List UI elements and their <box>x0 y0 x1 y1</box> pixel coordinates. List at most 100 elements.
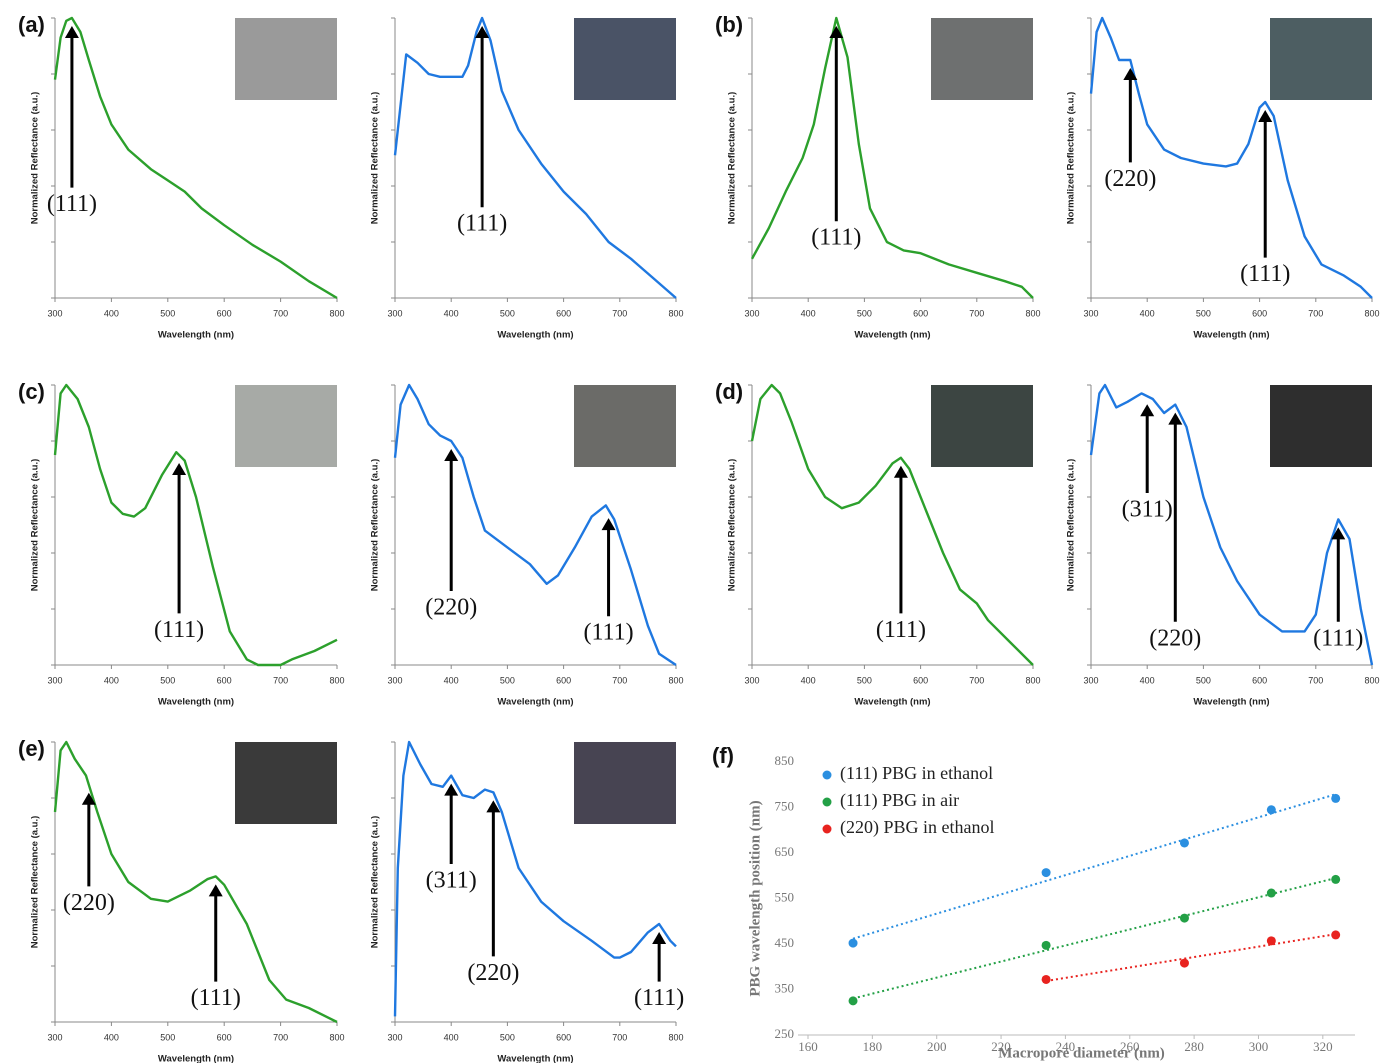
x-tick-label: 300 <box>47 308 62 318</box>
legend-marker <box>822 824 832 834</box>
x-tick-label: 800 <box>329 308 344 318</box>
y-tick-label: 450 <box>775 935 795 950</box>
x-tick-label: 800 <box>1025 675 1040 685</box>
x-axis-label: Wavelength (nm) <box>854 330 930 341</box>
data-point <box>1179 913 1189 923</box>
x-tick-label: 700 <box>969 675 984 685</box>
y-tick-label: 250 <box>775 1026 795 1041</box>
x-tick-label: 600 <box>556 675 571 685</box>
panel-label: (f) <box>712 743 734 768</box>
inset-image <box>931 18 1033 100</box>
x-tick-label: 800 <box>1364 308 1379 318</box>
x-tick-label: 300 <box>387 675 402 685</box>
x-tick-label: 500 <box>857 675 872 685</box>
trend-line <box>852 793 1336 940</box>
x-tick-label: 400 <box>104 1032 119 1042</box>
x-tick-label: 800 <box>668 308 683 318</box>
annotation-label: (111) <box>583 620 633 646</box>
annotation-label: (111) <box>876 617 926 643</box>
x-tick-label: 400 <box>444 1032 459 1042</box>
x-tick-label: 600 <box>217 308 232 318</box>
annotation-label: (111) <box>811 225 861 251</box>
x-tick-label: 400 <box>1140 308 1155 318</box>
inset-image <box>235 742 337 824</box>
spectrum-line <box>53 16 338 300</box>
annotation-label: (111) <box>457 211 507 237</box>
panel-label: (c) <box>18 379 45 404</box>
y-axis-label: Normalized Reflectance (a.u.) <box>370 92 381 225</box>
x-tick-label: 700 <box>612 675 627 685</box>
annotation-label: (220) <box>63 890 115 916</box>
arrow-head <box>1258 110 1273 122</box>
spectrum-line <box>53 383 338 667</box>
x-tick-label: 300 <box>47 1032 62 1042</box>
x-tick-label: 700 <box>612 308 627 318</box>
spectrum-line <box>750 383 1034 666</box>
x-tick-label: 800 <box>329 675 344 685</box>
arrow-head <box>1140 404 1155 417</box>
data-point <box>1179 958 1189 968</box>
inset-image <box>574 18 676 100</box>
arrow-head <box>1123 68 1138 80</box>
x-tick-label: 800 <box>668 675 683 685</box>
x-tick-label: 400 <box>444 308 459 318</box>
legend-label: (111) PBG in ethanol <box>840 763 993 784</box>
y-axis-label: Normalized Reflectance (a.u.) <box>1066 92 1077 225</box>
arrow-head <box>64 26 79 38</box>
spectrum-line <box>393 383 677 667</box>
x-axis-label: Wavelength (nm) <box>497 330 573 341</box>
data-point <box>1266 936 1276 946</box>
data-point <box>1266 888 1276 898</box>
x-axis-label: Wavelength (nm) <box>497 1054 573 1063</box>
annotation-label: (311) <box>1122 497 1173 523</box>
x-tick-label: 600 <box>556 308 571 318</box>
y-axis-label: Normalized Reflectance (a.u.) <box>727 92 738 225</box>
y-axis-label: Normalized Reflectance (a.u.) <box>370 459 381 592</box>
data-point <box>1041 940 1051 950</box>
inset-image <box>574 742 676 824</box>
x-tick-label: 400 <box>104 308 119 318</box>
x-tick-label: 160 <box>798 1039 818 1054</box>
arrow-head <box>893 465 908 478</box>
x-tick-label: 300 <box>387 1032 402 1042</box>
x-tick-label: 500 <box>500 675 515 685</box>
data-point <box>1041 974 1051 984</box>
panel-label: (b) <box>715 12 743 37</box>
x-tick-label: 700 <box>969 308 984 318</box>
x-tick-label: 600 <box>913 675 928 685</box>
x-tick-label: 800 <box>1025 308 1040 318</box>
x-tick-label: 400 <box>801 308 816 318</box>
y-axis-label: Normalized Reflectance (a.u.) <box>727 459 738 592</box>
data-point <box>1041 868 1051 878</box>
x-tick-label: 400 <box>1140 675 1155 685</box>
y-axis-label: Normalized Reflectance (a.u.) <box>30 459 41 592</box>
panel-label: (a) <box>18 12 45 37</box>
arrow-head <box>444 449 459 461</box>
data-point <box>1266 805 1276 815</box>
data-point <box>1331 930 1341 940</box>
x-tick-label: 200 <box>927 1039 947 1054</box>
x-tick-label: 300 <box>744 675 759 685</box>
x-tick-label: 600 <box>556 1032 571 1042</box>
x-tick-label: 500 <box>857 308 872 318</box>
y-axis-label: PBG wavelength position (nm) <box>747 800 763 996</box>
inset-image <box>235 385 337 467</box>
arrow-head <box>172 463 187 475</box>
annotation-label: (111) <box>634 985 684 1011</box>
y-tick-label: 750 <box>775 798 795 813</box>
x-tick-label: 260 <box>1120 1039 1140 1054</box>
x-tick-label: 180 <box>863 1039 883 1054</box>
data-point <box>1331 793 1341 803</box>
x-tick-label: 300 <box>1083 308 1098 318</box>
y-tick-label: 650 <box>775 844 795 859</box>
x-tick-label: 400 <box>104 675 119 685</box>
arrow-head <box>1168 412 1183 425</box>
x-axis-label: Wavelength (nm) <box>854 697 930 708</box>
legend-marker <box>822 770 832 780</box>
data-point <box>1179 838 1189 848</box>
inset-image <box>1270 385 1372 467</box>
x-tick-label: 800 <box>1364 675 1379 685</box>
x-tick-label: 600 <box>913 308 928 318</box>
x-axis-label: Wavelength (nm) <box>158 697 234 708</box>
